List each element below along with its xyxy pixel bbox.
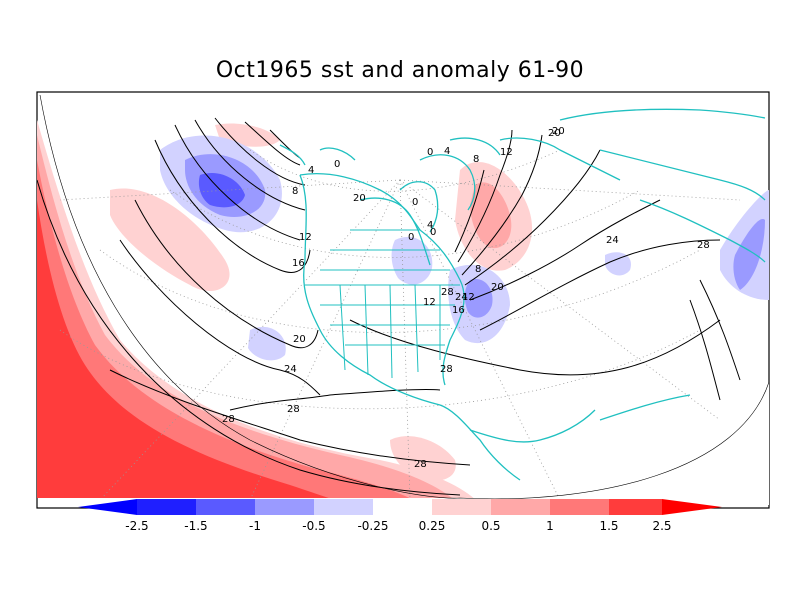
anomaly-positive-npac [110, 188, 230, 291]
colorbar-arrow-pos [662, 499, 722, 515]
contour-label: 20 [353, 193, 366, 204]
contour-label: 20 [293, 334, 306, 345]
colorbar-swatch [373, 499, 432, 515]
anomaly-negative-midpac [248, 326, 286, 361]
anomaly-positive-greenland-core [470, 182, 512, 249]
colorbar-swatch [196, 499, 255, 515]
colorbar-tick: -1 [249, 519, 261, 533]
contour-label: 24 [455, 292, 468, 303]
colorbar-tick: 0.25 [419, 519, 446, 533]
colorbar-tick: 1.5 [599, 519, 618, 533]
colorbar-tick: 1 [546, 519, 554, 533]
contour-label: 12 [423, 297, 436, 308]
contour-label: 0 [334, 159, 340, 170]
map-title: Oct1965 sst and anomaly 61-90 [215, 58, 585, 83]
colorbar-swatch [255, 499, 314, 515]
contour-label: 8 [475, 264, 481, 275]
anomaly-positive-epac [390, 436, 456, 481]
contour-label: 28 [414, 459, 427, 470]
colorbar-tick: 2.5 [652, 519, 671, 533]
contour-label: 4 [308, 165, 314, 176]
contour-label: 24 [606, 235, 619, 246]
contour-label: 0 [408, 232, 414, 243]
anomaly-negative-atlantic-core [464, 279, 493, 318]
anomaly-negative-hudson [391, 236, 433, 285]
contour-label: 28 [441, 287, 454, 298]
contour-label: 4 [427, 220, 433, 231]
contour-label: 28 [440, 364, 453, 375]
contour-label: 28 [287, 404, 300, 415]
contour-label: 28 [697, 240, 710, 251]
contour-label: 16 [452, 305, 465, 316]
colorbar-tick: 0.5 [481, 519, 500, 533]
contour-label: 8 [473, 154, 479, 165]
contour-label: 24 [284, 364, 297, 375]
contour-label: 4 [444, 146, 450, 157]
domain-outside-mask [460, 382, 769, 505]
contour-label: 20 [548, 128, 561, 139]
contour-label: 12 [299, 232, 312, 243]
anomaly-negative-gulf-alaska-core [198, 172, 245, 208]
contour-label: 20 [552, 126, 565, 137]
contour-label: 8 [292, 186, 298, 197]
colorbar-swatch [609, 499, 662, 515]
graticule [59, 149, 741, 499]
contour-label: 12 [462, 292, 475, 303]
colorbar-swatch [314, 499, 373, 515]
contour-label: 0 [412, 197, 418, 208]
colorbar-arrow-neg [78, 499, 137, 515]
colorbar-tick: -0.25 [357, 519, 388, 533]
contour-label: 0 [430, 227, 436, 238]
political-boundaries [305, 229, 460, 379]
colorbar-tick: -1.5 [184, 519, 207, 533]
colorbar-swatch [432, 499, 491, 515]
projection-boundary [39, 94, 770, 500]
colorbar-swatch [491, 499, 550, 515]
contour-label: 28 [222, 414, 235, 425]
contour-label: 0 [427, 147, 433, 158]
anomaly-negative-nwatl [605, 252, 631, 276]
coastlines [279, 108, 766, 481]
anomaly-positive-west-band-4 [37, 200, 350, 499]
contour-labels: 28 28 28 28 24 20 16 12 8 4 0 20 24 28 1… [222, 126, 710, 470]
colorbar-tick: -2.5 [125, 519, 148, 533]
contour-label: 20 [491, 282, 504, 293]
colorbar-tick: -0.5 [302, 519, 325, 533]
contour-label: 16 [292, 258, 305, 269]
contour-label: 12 [500, 147, 513, 158]
colorbar-swatch [550, 499, 609, 515]
colorbar-swatch [137, 499, 196, 515]
anomaly-negative-east-atlantic-core [733, 219, 765, 290]
colorbar: -2.5 -1.5 -1 -0.5 -0.25 0.25 0.5 1 1.5 2… [78, 499, 722, 533]
